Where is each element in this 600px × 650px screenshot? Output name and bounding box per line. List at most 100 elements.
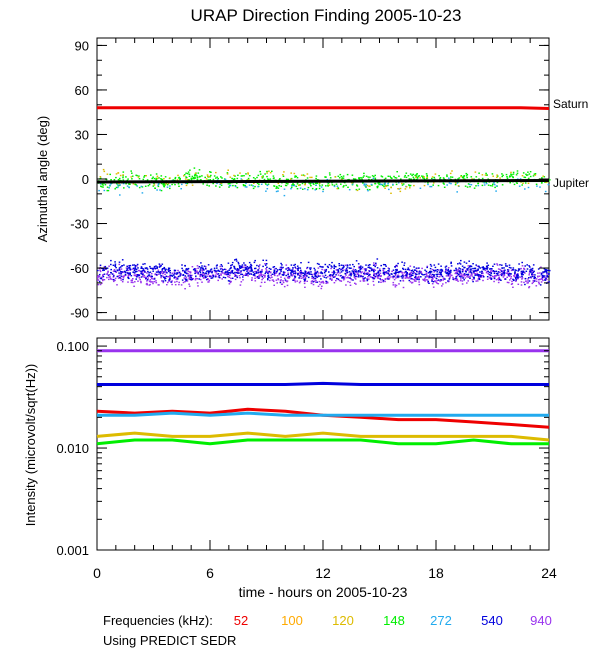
azimuth-point: [336, 187, 339, 190]
azimuth-point: [380, 175, 383, 177]
azimuth-point: [275, 279, 278, 281]
azimuth-point: [399, 280, 402, 282]
azimuth-point: [320, 287, 323, 290]
azimuth-point: [337, 271, 339, 274]
azimuth-point: [210, 277, 213, 279]
azimuth-point: [206, 174, 209, 176]
azimuth-y-tick-label: -60: [70, 261, 89, 276]
azimuth-point: [170, 274, 173, 277]
azimuth-point: [467, 183, 470, 185]
azimuth-point: [482, 267, 485, 269]
azimuth-point: [455, 269, 458, 271]
azimuth-point: [489, 274, 491, 276]
azimuth-point: [188, 278, 191, 280]
azimuth-point: [394, 284, 396, 286]
azimuth-point: [531, 267, 534, 270]
azimuth-point: [543, 276, 546, 279]
azimuth-point: [313, 183, 315, 185]
azimuth-point: [395, 264, 398, 267]
azimuth-y-tick-label: -90: [70, 306, 89, 321]
azimuth-point: [110, 268, 112, 271]
azimuth-point: [169, 278, 171, 280]
azimuth-point: [425, 273, 428, 275]
azimuth-point: [527, 280, 529, 282]
azimuth-point: [221, 278, 223, 280]
azimuth-point: [503, 271, 506, 273]
azimuth-point: [302, 188, 304, 190]
azimuth-point: [385, 271, 388, 273]
azimuth-point: [417, 267, 419, 269]
azimuth-point: [469, 266, 471, 268]
azimuth-point: [415, 175, 418, 178]
azimuth-point: [286, 284, 289, 287]
azimuth-point: [343, 277, 345, 279]
azimuth-point: [485, 174, 488, 176]
azimuth-point: [108, 187, 110, 189]
azimuth-point: [527, 278, 529, 280]
time-x-axis-label: time - hours on 2005-10-23: [239, 584, 408, 600]
azimuth-point: [254, 185, 256, 188]
azimuth-point: [366, 279, 369, 282]
azimuth-point: [434, 270, 436, 272]
azimuth-point: [537, 281, 540, 283]
azimuth-point: [477, 265, 480, 267]
azimuth-point: [511, 280, 513, 283]
azimuth-point: [102, 184, 104, 186]
azimuth-point: [237, 270, 240, 272]
azimuth-point: [291, 184, 293, 186]
azimuth-point: [234, 185, 237, 187]
azimuth-point: [165, 268, 167, 270]
azimuth-point: [328, 264, 331, 266]
azimuth-point: [282, 174, 284, 176]
azimuth-point: [280, 270, 282, 272]
azimuth-point: [434, 280, 436, 282]
azimuth-point: [478, 276, 480, 278]
azimuth-point: [106, 272, 109, 275]
azimuth-point: [264, 263, 266, 265]
azimuth-point: [143, 276, 145, 278]
azimuth-point: [428, 282, 430, 284]
azimuth-point: [360, 275, 362, 277]
azimuth-point: [146, 280, 148, 282]
azimuth-point: [260, 272, 262, 274]
azimuth-point: [230, 270, 232, 273]
azimuth-point: [409, 281, 412, 283]
azimuth-point: [501, 267, 504, 269]
azimuth-point: [449, 271, 452, 273]
azimuth-point: [133, 269, 136, 271]
azimuth-point: [400, 275, 403, 278]
azimuth-point: [112, 278, 114, 281]
azimuth-point: [265, 190, 267, 192]
azimuth-point: [152, 270, 154, 272]
azimuth-point: [542, 275, 544, 277]
azimuth-point: [265, 268, 267, 270]
azimuth-point: [479, 267, 481, 269]
azimuth-series-1: [97, 258, 551, 286]
time-x-tick-label: 6: [206, 565, 214, 581]
azimuth-point: [179, 273, 182, 275]
azimuth-point: [467, 273, 470, 275]
frequencies-label: Frequencies (kHz):: [103, 613, 213, 628]
azimuth-point: [366, 272, 368, 274]
azimuth-point: [299, 187, 302, 189]
azimuth-point: [455, 182, 457, 184]
azimuth-point: [499, 278, 501, 280]
azimuth-point: [501, 175, 503, 178]
azimuth-point: [362, 182, 364, 184]
azimuth-point: [393, 272, 396, 274]
azimuth-point: [367, 283, 369, 285]
azimuth-point: [281, 264, 283, 266]
azimuth-point: [348, 189, 351, 191]
azimuth-point: [426, 174, 428, 177]
azimuth-point: [211, 277, 214, 279]
azimuth-point: [520, 281, 523, 283]
azimuth-point: [148, 183, 151, 186]
azimuth-point: [178, 281, 180, 284]
azimuth-point: [208, 271, 210, 273]
azimuth-point: [145, 277, 147, 280]
azimuth-point: [250, 264, 253, 267]
azimuth-point: [222, 269, 224, 271]
azimuth-point: [271, 276, 273, 278]
azimuth-point: [188, 173, 191, 175]
azimuth-point: [304, 277, 307, 280]
